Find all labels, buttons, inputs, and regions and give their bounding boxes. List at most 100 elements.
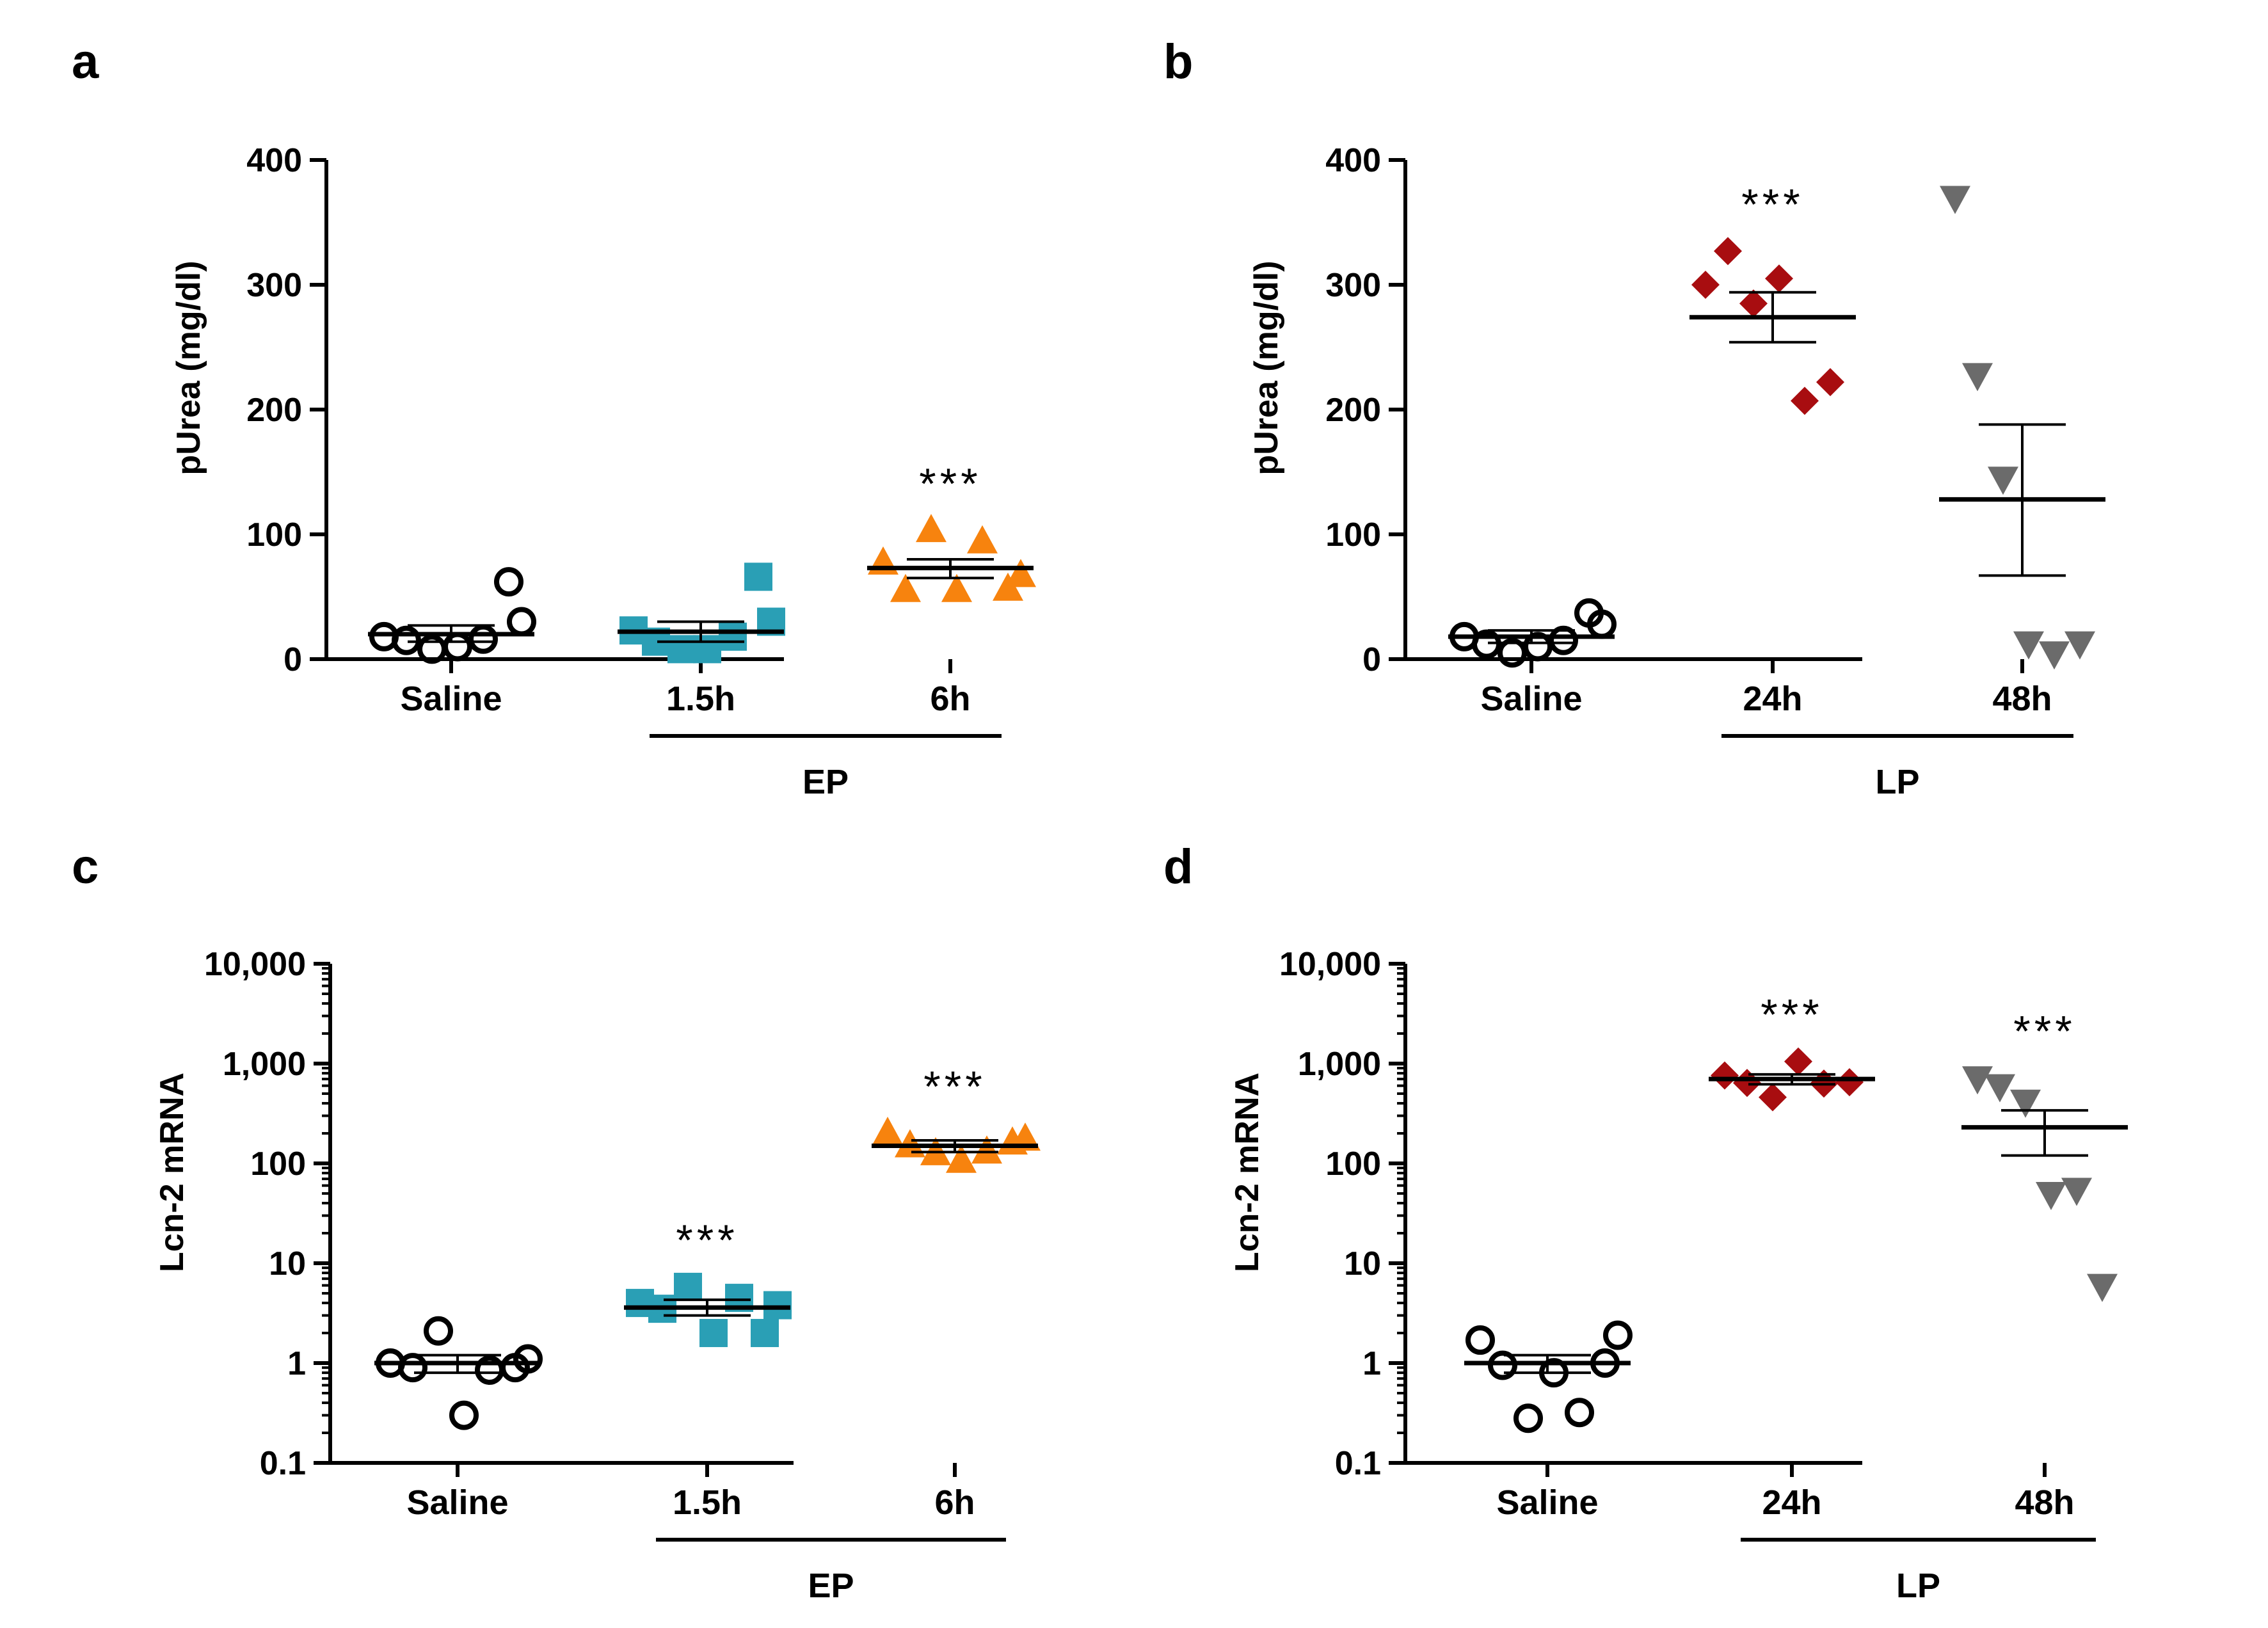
data-point <box>971 1135 1002 1164</box>
data-point <box>2039 641 2070 670</box>
significance-label: *** <box>919 459 981 508</box>
panel-d: d Lcn-2 mRNA 0.1 1 10 100 1,000 10,000 Saline 2… <box>1163 840 2128 1605</box>
y-tick-label: 1 <box>287 1345 306 1382</box>
data-point <box>1497 638 1527 668</box>
panel-letter: a <box>72 35 99 89</box>
significance-label: *** <box>923 1062 986 1111</box>
y-tick-label: 10,000 <box>204 946 306 983</box>
data-point <box>941 573 972 602</box>
plot-area: 0.1 1 10 100 1,000 10,000 Saline 1.5h 6h EP *** *** <box>204 946 1041 1605</box>
x-tick-label: 6h <box>930 680 970 718</box>
y-tick-label: 300 <box>1325 267 1381 304</box>
data-point <box>719 622 747 651</box>
data-point <box>1565 1398 1594 1428</box>
group-label: LP <box>1875 763 1919 801</box>
data-point <box>895 1129 925 1158</box>
y-tick-label: 1 <box>1362 1345 1381 1382</box>
panel-a: a pUrea (mg/dl) 0 100 200 300 400 Saline 1.5h 6… <box>72 35 1036 801</box>
data-point <box>398 1353 427 1383</box>
data-point <box>1005 559 1036 587</box>
data-point <box>1988 467 2018 495</box>
data-point <box>1962 1066 1993 1095</box>
data-point <box>2061 1177 2092 1206</box>
data-point <box>868 546 898 575</box>
data-point <box>751 1319 779 1348</box>
series-0 <box>368 567 536 664</box>
y-tick-label: 200 <box>246 392 302 429</box>
y-tick-label: 100 <box>1325 516 1381 554</box>
group-label: EP <box>808 1567 854 1605</box>
series-1 <box>618 563 785 664</box>
y-tick-label: 10,000 <box>1279 946 1381 983</box>
data-point <box>1549 625 1578 655</box>
data-point <box>699 1319 728 1348</box>
panel-letter: d <box>1163 840 1193 894</box>
x-tick-label: 1.5h <box>673 1483 742 1522</box>
y-tick-label: 10 <box>1344 1245 1381 1282</box>
panel-letter: c <box>72 840 99 894</box>
y-tick-label: 10 <box>269 1245 306 1282</box>
data-point <box>1739 289 1768 318</box>
series-2: *** <box>867 459 1036 602</box>
data-point <box>1465 1325 1495 1355</box>
y-axis-title: Lcn-2 mRNA <box>154 1073 191 1272</box>
data-point <box>1691 271 1720 299</box>
y-tick-label: 100 <box>246 516 302 554</box>
series-0 <box>1464 1320 1633 1433</box>
data-point <box>494 567 523 597</box>
data-point <box>1603 1320 1633 1350</box>
plot-area: 0.1 1 10 100 1,000 10,000 Saline 24h 48h LP *** *** <box>1279 946 2128 1605</box>
data-point <box>1714 237 1742 266</box>
panel-c: c Lcn-2 mRNA 0.1 1 10 100 1,000 10,000 Saline 1… <box>72 840 1041 1605</box>
significance-label: *** <box>1741 180 1803 228</box>
x-tick-label: 24h <box>1762 1483 1821 1522</box>
data-point <box>1791 387 1819 415</box>
series-1: *** <box>1689 180 1856 415</box>
series-2 <box>1939 186 2105 670</box>
y-tick-label: 400 <box>1325 142 1381 179</box>
data-point <box>1784 1047 1812 1076</box>
group-label: EP <box>803 763 849 801</box>
data-point <box>513 1344 543 1374</box>
data-point <box>1816 368 1844 397</box>
y-tick-label: 300 <box>246 267 302 304</box>
y-tick-label: 0 <box>1362 641 1381 678</box>
y-tick-label: 100 <box>1325 1145 1381 1183</box>
data-point <box>1513 1403 1543 1433</box>
data-point <box>1835 1068 1864 1097</box>
series-0 <box>374 1316 543 1430</box>
data-point <box>916 514 946 543</box>
x-tick-label: 48h <box>1992 680 2052 718</box>
data-point <box>1733 1069 1761 1097</box>
data-point <box>763 1291 792 1320</box>
group-label: LP <box>1896 1567 1940 1605</box>
series-1: *** <box>1709 991 1875 1112</box>
panel-b: b pUrea (mg/dl) 0 100 200 300 400 Saline 24h 48… <box>1163 35 2105 801</box>
y-tick-label: 100 <box>250 1145 306 1183</box>
y-tick-label: 0.1 <box>1335 1445 1381 1482</box>
y-tick-label: 1,000 <box>1298 1046 1381 1083</box>
panel-letter: b <box>1163 35 1193 89</box>
data-point <box>890 573 921 602</box>
significance-label: *** <box>1761 991 1823 1039</box>
series-0 <box>1448 598 1617 668</box>
plot-area: 0 100 200 300 400 Saline 1.5h 6h EP *** <box>246 142 1036 801</box>
data-point <box>744 563 772 591</box>
y-tick-label: 1,000 <box>223 1046 306 1083</box>
series-2: *** <box>1961 1007 2128 1302</box>
data-point <box>2010 1089 2041 1118</box>
data-point <box>2064 631 2095 660</box>
x-tick-label: Saline <box>406 1483 508 1522</box>
data-point <box>2087 1273 2118 1302</box>
y-tick-label: 400 <box>246 142 302 179</box>
x-tick-label: 1.5h <box>666 680 735 718</box>
data-point <box>449 1400 479 1430</box>
y-axis-title: Lcn-2 mRNA <box>1229 1073 1266 1272</box>
x-tick-label: Saline <box>1480 680 1582 718</box>
data-point <box>1765 264 1793 293</box>
x-tick-label: Saline <box>400 680 502 718</box>
data-point <box>2013 631 2044 660</box>
y-tick-label: 0.1 <box>260 1445 306 1482</box>
y-axis-title: pUrea (mg/dl) <box>1248 260 1285 475</box>
